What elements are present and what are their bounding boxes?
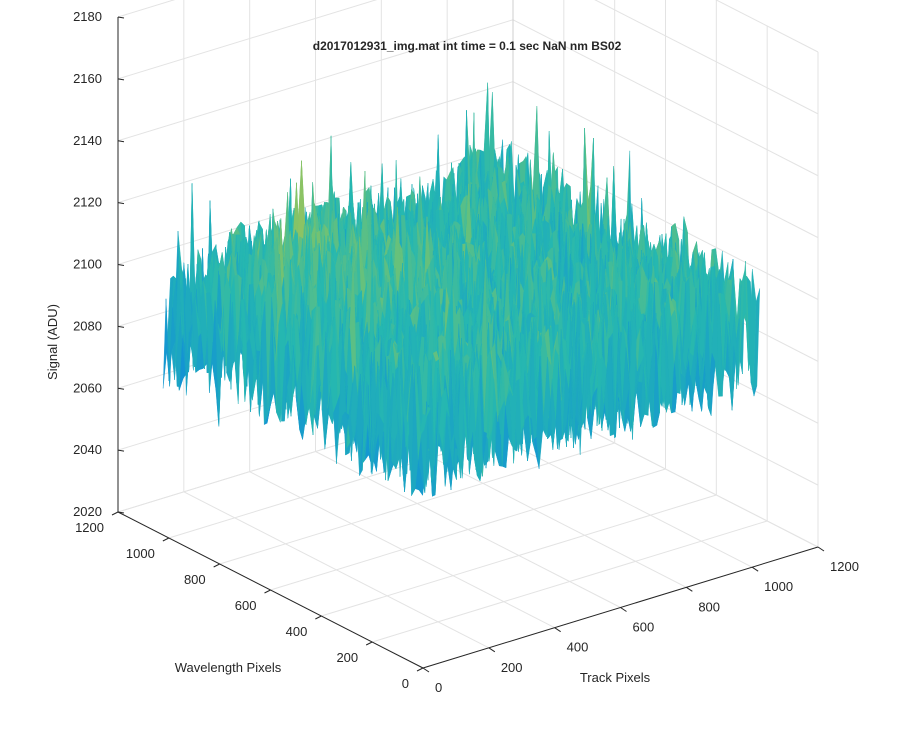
floor-grid-line-y-4 xyxy=(219,442,615,565)
surface-mesh xyxy=(162,82,760,497)
wall-grid-line-z-7 xyxy=(117,0,819,115)
wall-grid-line-z-8 xyxy=(117,0,819,53)
floor-grid-line-y-2 xyxy=(321,494,717,617)
floor-grid-line-y-3 xyxy=(270,468,666,591)
floor-grid-line-y-1 xyxy=(372,520,768,643)
